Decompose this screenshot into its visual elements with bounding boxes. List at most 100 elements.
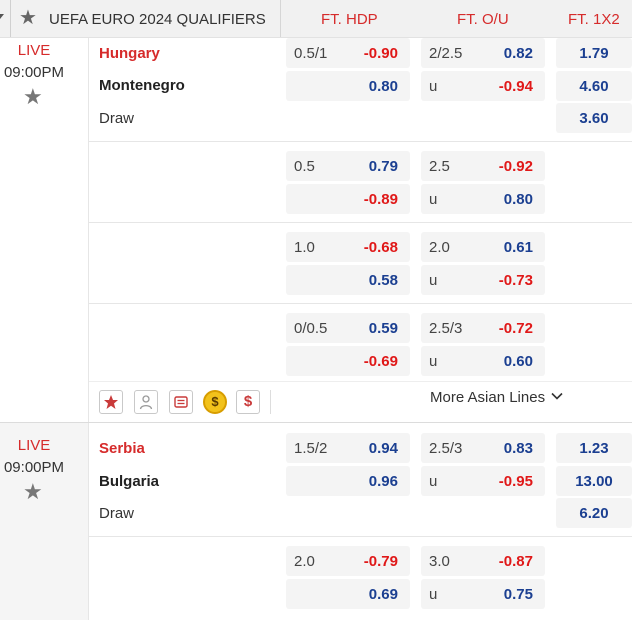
odds: -0.69 — [363, 353, 398, 370]
match-2-home-team[interactable]: Serbia — [99, 440, 145, 457]
under-label: u — [429, 272, 438, 289]
match-2-time: 09:00PM — [3, 459, 65, 476]
m1-l2-hdp-home[interactable]: 1.0 -0.68 — [286, 232, 410, 262]
match-1-left-panel — [0, 38, 89, 422]
m2-1x2-draw[interactable]: 6.20 — [556, 498, 632, 528]
caret-down-icon[interactable] — [0, 14, 4, 19]
odds: -0.90 — [363, 45, 398, 62]
m2-l1-hdp-home[interactable]: 2.0 -0.79 — [286, 546, 410, 576]
m1-l0-over[interactable]: 2/2.5 0.82 — [421, 38, 545, 68]
hdp-line: 1.0 — [294, 239, 315, 256]
chevron-down-icon — [551, 392, 563, 400]
match-1-time: 09:00PM — [3, 64, 65, 81]
m1-l3-over[interactable]: 2.5/3 -0.72 — [421, 313, 545, 343]
m1-l2-over[interactable]: 2.0 0.61 — [421, 232, 545, 262]
m1-l1-under[interactable]: u 0.80 — [421, 184, 545, 214]
odds: 1.79 — [579, 45, 609, 62]
odds: 0.59 — [368, 320, 398, 337]
ou-line: 3.0 — [429, 553, 450, 570]
ou-line: 2.5/3 — [429, 320, 463, 337]
more-asian-lines-button[interactable]: More Asian Lines — [411, 383, 591, 411]
odds: 0.79 — [368, 158, 398, 175]
match-1-home-team[interactable]: Hungary — [99, 45, 160, 62]
coin-symbol: $ — [211, 394, 219, 409]
m1-1x2-away[interactable]: 4.60 — [556, 71, 632, 101]
odds: 0.82 — [503, 45, 533, 62]
under-label: u — [429, 473, 438, 490]
odds: -0.68 — [363, 239, 398, 256]
m2-1x2-home[interactable]: 1.23 — [556, 433, 632, 463]
m2-l1-hdp-away[interactable]: 0.69 — [286, 579, 410, 609]
odds: 0.80 — [368, 78, 398, 95]
ou-line: 2.5 — [429, 158, 450, 175]
dollar-icon[interactable]: $ — [236, 390, 260, 414]
m1-l1-over[interactable]: 2.5 -0.92 — [421, 151, 545, 181]
league-star-icon[interactable]: ★ — [19, 7, 37, 29]
odds: 0.60 — [503, 353, 533, 370]
match-1-favorite-star-icon[interactable]: ★ — [23, 84, 43, 109]
ou-line: 2/2.5 — [429, 45, 463, 62]
m1-1x2-home[interactable]: 1.79 — [556, 38, 632, 68]
odds: -0.73 — [498, 272, 533, 289]
m1-l0-under[interactable]: u -0.94 — [421, 71, 545, 101]
under-label: u — [429, 353, 438, 370]
m2-1x2-away[interactable]: 13.00 — [556, 466, 632, 496]
match-2-left-panel — [0, 423, 89, 620]
m1-l0-hdp-away[interactable]: 0.80 — [286, 71, 410, 101]
odds: 6.20 — [579, 505, 609, 522]
m1-l3-hdp-away[interactable]: -0.69 — [286, 346, 410, 376]
match-1-away-team[interactable]: Montenegro — [99, 77, 185, 94]
hdp-line: 0.5 — [294, 158, 315, 175]
coin-icon[interactable]: $ — [203, 390, 227, 414]
m1-l1-hdp-home[interactable]: 0.5 0.79 — [286, 151, 410, 181]
m1-l1-hdp-away[interactable]: -0.89 — [286, 184, 410, 214]
match-1-draw-label: Draw — [99, 110, 135, 127]
person-icon[interactable] — [134, 390, 158, 414]
match-2-draw-label: Draw — [99, 505, 135, 522]
odds: 0.94 — [368, 440, 398, 457]
odds: -0.92 — [498, 158, 533, 175]
odds: 0.83 — [503, 440, 533, 457]
league-header: ★ UEFA EURO 2024 QUALIFIERS FT. HDP FT. … — [0, 0, 632, 38]
odds: -0.89 — [363, 191, 398, 208]
odds: 4.60 — [579, 78, 609, 95]
col-ft-ou: FT. O/U — [457, 11, 509, 28]
m1-l3-under[interactable]: u 0.60 — [421, 346, 545, 376]
m1-1x2-draw[interactable]: 3.60 — [556, 103, 632, 133]
odds: 3.60 — [579, 110, 609, 127]
odds: 1.23 — [579, 440, 609, 457]
ticket-icon[interactable] — [169, 390, 193, 414]
odds: 0.61 — [503, 239, 533, 256]
match-2-status: LIVE — [17, 437, 51, 454]
m1-l3-hdp-home[interactable]: 0/0.5 0.59 — [286, 313, 410, 343]
odds: 0.58 — [368, 272, 398, 289]
hdp-line: 1.5/2 — [294, 440, 328, 457]
odds: -0.72 — [498, 320, 533, 337]
odds: 0.96 — [368, 473, 398, 490]
hdp-line: 0.5/1 — [294, 45, 328, 62]
under-label: u — [429, 191, 438, 208]
league-title: UEFA EURO 2024 QUALIFIERS — [49, 11, 266, 28]
match-2-favorite-star-icon[interactable]: ★ — [23, 479, 43, 504]
ou-line: 2.0 — [429, 239, 450, 256]
odds: -0.87 — [498, 553, 533, 570]
odds: -0.95 — [498, 473, 533, 490]
match-1-status: LIVE — [17, 42, 51, 59]
star-icon[interactable] — [99, 390, 123, 414]
under-label: u — [429, 78, 438, 95]
m2-l1-over[interactable]: 3.0 -0.87 — [421, 546, 545, 576]
col-ft-1x2: FT. 1X2 — [568, 11, 620, 28]
m1-l2-hdp-away[interactable]: 0.58 — [286, 265, 410, 295]
m1-l0-hdp-home[interactable]: 0.5/1 -0.90 — [286, 38, 410, 68]
m2-l0-hdp-home[interactable]: 1.5/2 0.94 — [286, 433, 410, 463]
hdp-line: 0/0.5 — [294, 320, 328, 337]
m2-l0-under[interactable]: u -0.95 — [421, 466, 545, 496]
match-2-away-team[interactable]: Bulgaria — [99, 473, 160, 490]
m2-l0-hdp-away[interactable]: 0.96 — [286, 466, 410, 496]
m2-l1-under[interactable]: u 0.75 — [421, 579, 545, 609]
odds: 0.75 — [503, 586, 533, 603]
m2-l0-over[interactable]: 2.5/3 0.83 — [421, 433, 545, 463]
ou-line: 2.5/3 — [429, 440, 463, 457]
odds: 13.00 — [575, 473, 613, 490]
m1-l2-under[interactable]: u -0.73 — [421, 265, 545, 295]
